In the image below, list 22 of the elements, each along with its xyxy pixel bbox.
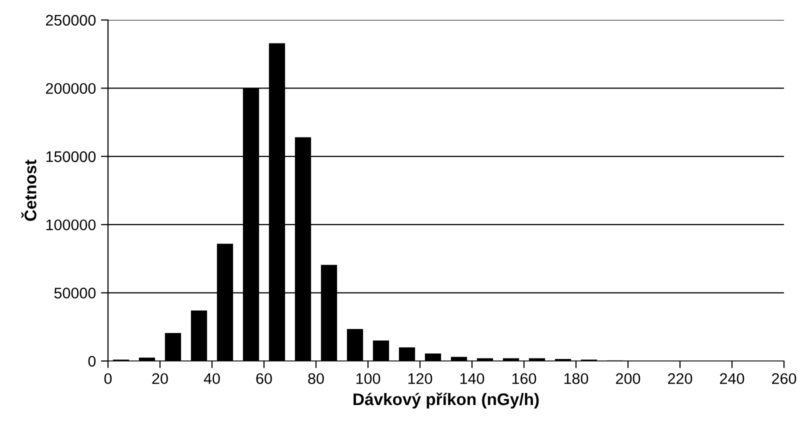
y-tick-label: 50000 bbox=[54, 288, 96, 298]
x-tick-label: 80 bbox=[308, 373, 324, 384]
x-tick-label: 200 bbox=[616, 373, 640, 384]
x-tick-label: 100 bbox=[356, 373, 380, 384]
x-tick-label: 40 bbox=[204, 373, 220, 384]
x-tick-label: 160 bbox=[512, 373, 536, 384]
x-tick-label: 20 bbox=[152, 373, 168, 384]
y-tick-label: 0 bbox=[88, 356, 96, 367]
y-tick-label: 100000 bbox=[46, 219, 96, 230]
x-tick-label: 120 bbox=[408, 373, 432, 384]
x-tick-label: 140 bbox=[460, 373, 484, 384]
x-tick-label: 260 bbox=[772, 373, 796, 384]
x-tick-label: 240 bbox=[720, 373, 744, 384]
x-tick-label: 0 bbox=[104, 373, 112, 384]
x-tick-label: 180 bbox=[564, 373, 588, 384]
y-axis-title: Četnost bbox=[21, 160, 36, 221]
y-tick-label: 200000 bbox=[46, 83, 96, 94]
y-tick-label: 250000 bbox=[46, 14, 96, 26]
x-tick-label: 60 bbox=[256, 373, 272, 384]
x-tick-label: 220 bbox=[668, 373, 692, 384]
y-tick-label: 150000 bbox=[46, 151, 96, 162]
x-axis-title: Dávkový příkon (nGy/h) bbox=[354, 392, 539, 409]
